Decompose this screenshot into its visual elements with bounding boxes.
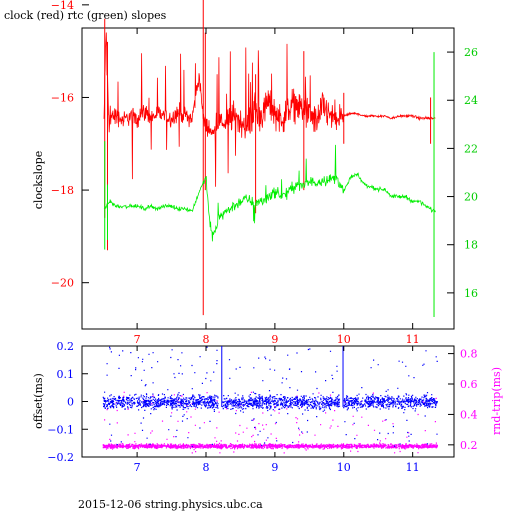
y-tick-label: 0: [67, 396, 74, 409]
x-tick-label: 7: [134, 461, 141, 474]
y2-tick-label: 22: [464, 142, 478, 155]
x-tick-label: 8: [203, 333, 210, 346]
round-trip-y-axis-label: rnd-trip(ms): [490, 367, 503, 435]
y2-tick-label: 16: [464, 287, 478, 300]
offset-plot-axes: 7 8 9 10 11 0.2 0.1 0 −0.1 −0.2 0.8 0.6 0.4 0.2: [47, 340, 477, 474]
chart-title: clock (red) rtc (green) slopes: [4, 9, 167, 22]
clock-slope-series: [103, 0, 436, 316]
x-tick-label: 9: [271, 333, 278, 346]
offset-plot: 7 8 9 10 11 0.2 0.1 0 −0.1 −0.2 0.8 0.6 0.4 0.2: [47, 340, 477, 474]
rtc-slope-line: [103, 144, 436, 242]
slopes-plot-axes: 7 8 9 10 11 −14 −16 −18 −20 26 24 22 20 18 16: [51, 0, 478, 346]
x-tick-label: 11: [406, 333, 420, 346]
footer-caption: 2015-12-06 string.physics.ubc.ca: [78, 498, 263, 511]
y2-tick-label: 18: [464, 239, 478, 252]
offset-series: [102, 346, 438, 447]
offset-y-axis-label: offset(ms): [32, 373, 45, 429]
slopes-plot-frame: [81, 27, 455, 330]
slopes-y-axis-label: clockslope: [32, 151, 45, 209]
y-tick-label: 0.2: [57, 340, 75, 353]
y-tick-label: −18: [51, 184, 74, 197]
offset-points: [102, 346, 438, 447]
round-trip-series: [102, 391, 438, 454]
y-tick-label: −0.2: [47, 451, 74, 464]
y2-tick-label: 26: [464, 46, 478, 59]
y2-tick-label: 20: [464, 191, 478, 204]
y2-tick-label: 0.2: [460, 439, 478, 452]
x-tick-label: 7: [134, 333, 141, 346]
x-tick-label: 10: [337, 333, 351, 346]
y2-tick-label: 0.8: [460, 348, 478, 361]
round-trip-points: [102, 391, 438, 454]
y2-tick-label: 0.6: [460, 378, 478, 391]
slopes-plot: 7 8 9 10 11 −14 −16 −18 −20 26 24 22 20 18 16: [51, 0, 478, 346]
y-tick-label: −20: [51, 277, 74, 290]
x-tick-label: 8: [203, 461, 210, 474]
y2-tick-label: 24: [464, 94, 478, 107]
clock-slope-line: [103, 32, 436, 187]
y-tick-label: −14: [51, 0, 74, 12]
x-tick-label: 11: [406, 461, 420, 474]
y-tick-label: −16: [51, 91, 74, 104]
x-tick-label: 10: [337, 461, 351, 474]
rtc-slope-series: [103, 52, 436, 317]
y-tick-label: −0.1: [47, 423, 74, 436]
x-tick-label: 9: [271, 461, 278, 474]
y2-tick-label: 0.4: [460, 408, 478, 421]
y-tick-label: 0.1: [57, 368, 75, 381]
